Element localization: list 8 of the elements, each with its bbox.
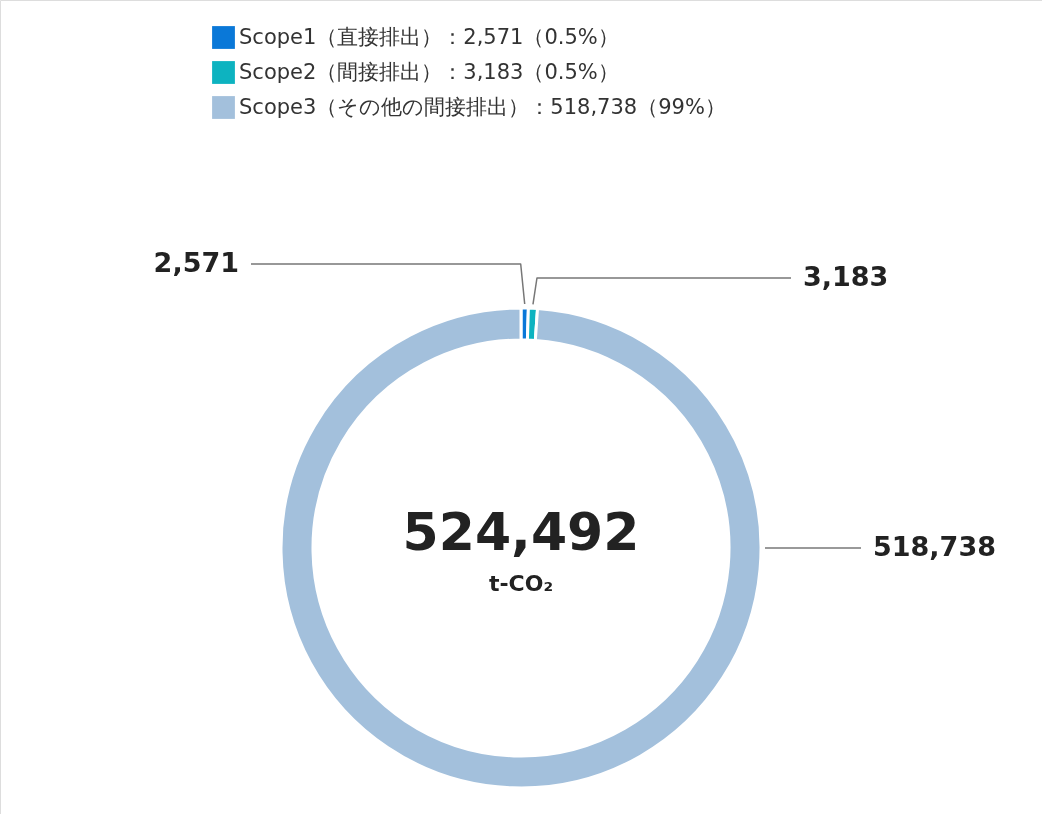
data-label: 518,738 xyxy=(873,531,996,562)
data-label: 2,571 xyxy=(153,247,239,278)
legend-label: Scope3（その他の間接排出）：518,738（99%） xyxy=(239,94,726,119)
legend-label: Scope2（間接排出）：3,183（0.5%） xyxy=(239,59,619,84)
text: t-CO₂ xyxy=(488,571,554,596)
text: 524,492 xyxy=(402,502,640,562)
legend-label: Scope1（直接排出）：2,571（0.5%） xyxy=(239,24,619,49)
data-label: 3,183 xyxy=(803,261,889,292)
